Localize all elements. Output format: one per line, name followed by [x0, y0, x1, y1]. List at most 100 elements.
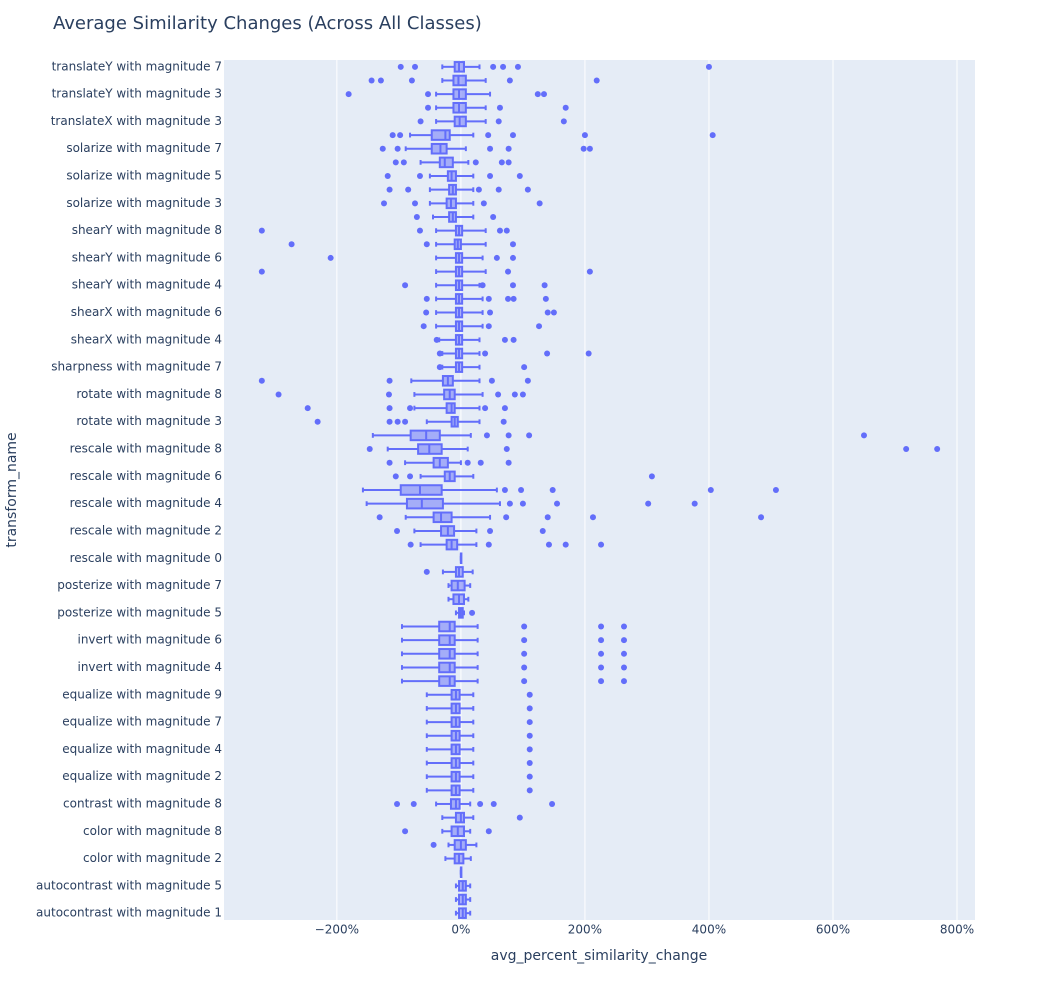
outlier-point — [593, 77, 600, 84]
outlier-point — [430, 841, 437, 848]
outlier-point — [620, 623, 627, 630]
outlier-point — [503, 514, 510, 521]
outlier-point — [585, 350, 592, 357]
outlier-point — [526, 760, 533, 767]
outlier-point — [521, 678, 528, 685]
outlier-point — [511, 391, 518, 398]
box — [438, 648, 456, 660]
x-axis-title: avg_percent_similarity_change — [491, 948, 708, 964]
outlier-point — [380, 200, 387, 207]
outlier-point — [598, 623, 605, 630]
outlier-point — [505, 459, 512, 466]
outlier-point — [539, 527, 546, 534]
outlier-point — [379, 145, 386, 152]
outlier-point — [258, 377, 265, 384]
outlier-point — [485, 295, 492, 302]
outlier-point — [423, 241, 430, 248]
outlier-point — [495, 186, 502, 193]
y-tick-label: rescale with magnitude 8 — [70, 442, 222, 456]
y-tick-label: solarize with magnitude 3 — [66, 196, 222, 210]
outlier-point — [485, 323, 492, 330]
outlier-point — [772, 487, 779, 493]
outlier-point — [314, 418, 321, 425]
outlier-point — [412, 63, 419, 70]
outlier-point — [521, 637, 528, 644]
outlier-point — [709, 132, 716, 139]
outlier-point — [514, 63, 521, 70]
x-tick-label: 800% — [940, 923, 974, 937]
outlier-point — [620, 678, 627, 685]
outlier-point — [275, 391, 282, 398]
outlier-point — [707, 487, 714, 493]
outlier-point — [479, 282, 486, 289]
outlier-point — [345, 91, 352, 98]
y-tick-label: shearX with magnitude 4 — [71, 332, 222, 346]
outlier-point — [389, 132, 396, 139]
outlier-point — [648, 473, 655, 480]
outlier-point — [562, 541, 569, 548]
outlier-point — [487, 527, 494, 534]
outlier-point — [384, 173, 391, 180]
outlier-point — [519, 391, 526, 398]
outlier-point — [498, 159, 505, 166]
y-tick-label: autocontrast with magnitude 5 — [36, 878, 222, 892]
outlier-point — [620, 664, 627, 671]
outlier-point — [509, 282, 516, 289]
outlier-point — [394, 800, 401, 807]
outlier-point — [903, 446, 910, 453]
outlier-point — [705, 63, 712, 70]
outlier-point — [505, 268, 512, 275]
box — [430, 129, 451, 141]
outlier-point — [860, 432, 867, 439]
outlier-point — [505, 295, 512, 302]
outlier-point — [386, 405, 393, 412]
x-tick-label: 200% — [568, 923, 602, 937]
outlier-point — [327, 254, 334, 261]
outlier-point — [477, 459, 484, 466]
box — [438, 675, 456, 687]
outlier-point — [554, 500, 561, 507]
outlier-point — [480, 200, 487, 207]
y-tick-label: rescale with magnitude 4 — [70, 496, 222, 510]
outlier-point — [501, 487, 508, 493]
y-tick-label: equalize with magnitude 9 — [62, 687, 222, 701]
y-tick-label: color with magnitude 2 — [83, 851, 222, 865]
outlier-point — [526, 705, 533, 712]
outlier-point — [620, 650, 627, 657]
outlier-point — [385, 391, 392, 398]
outlier-point — [562, 104, 569, 111]
outlier-point — [423, 309, 430, 316]
outlier-point — [526, 773, 533, 780]
y-tick-label: translateY with magnitude 7 — [52, 59, 222, 73]
box — [430, 142, 448, 155]
outlier-point — [423, 295, 430, 302]
y-tick-label: posterize with magnitude 7 — [57, 578, 222, 592]
outlier-point — [386, 459, 393, 466]
outlier-point — [402, 828, 409, 835]
outlier-point — [482, 350, 489, 357]
outlier-point — [394, 145, 401, 152]
box — [432, 511, 453, 524]
y-tick-label: equalize with magnitude 2 — [62, 769, 222, 783]
outlier-point — [598, 678, 605, 685]
outlier-point — [544, 309, 551, 316]
outlier-point — [503, 446, 510, 453]
outlier-point — [407, 541, 414, 548]
outlier-point — [487, 173, 494, 180]
box — [438, 634, 456, 646]
x-tick-label: −200% — [315, 923, 359, 937]
outlier-point — [386, 377, 393, 384]
outlier-point — [376, 514, 383, 521]
box — [452, 74, 467, 87]
outlier-point — [258, 227, 265, 234]
outlier-point — [516, 814, 523, 821]
outlier-point — [510, 295, 517, 302]
y-tick-label: color with magnitude 8 — [83, 824, 222, 838]
outlier-point — [392, 159, 399, 166]
y-axis-title: transform_name — [4, 432, 20, 547]
outlier-point — [366, 446, 373, 453]
outlier-point — [433, 336, 440, 343]
outlier-point — [598, 541, 605, 548]
outlier-point — [405, 186, 412, 193]
